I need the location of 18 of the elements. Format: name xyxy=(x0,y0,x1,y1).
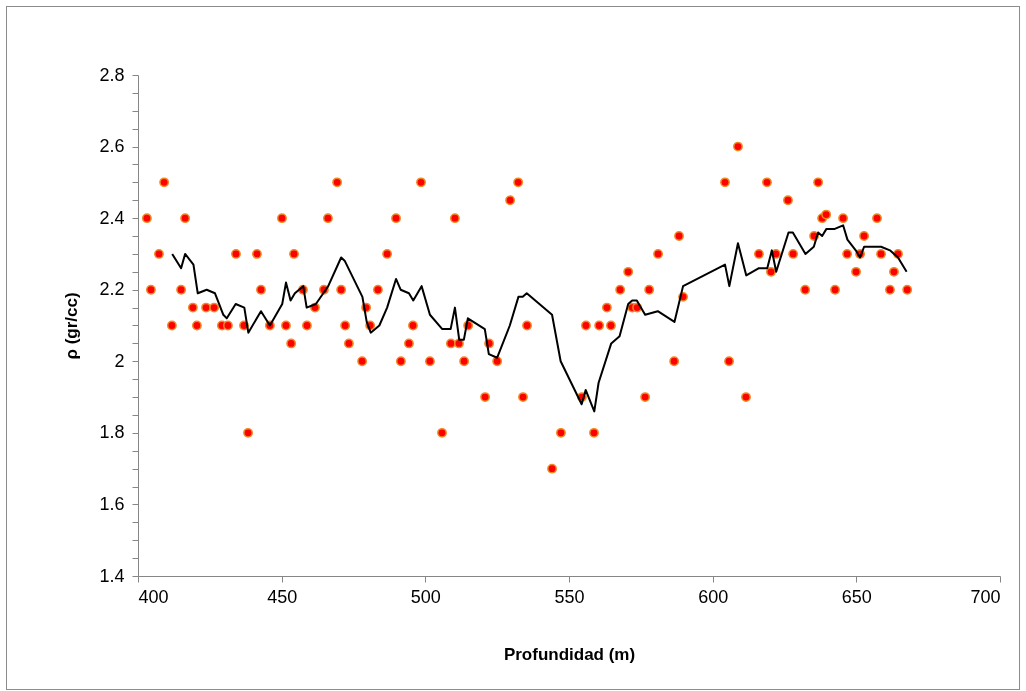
y-tick-label: 2.6 xyxy=(99,136,125,157)
x-tick-label: 400 xyxy=(138,586,169,607)
y-tick-label: 1.8 xyxy=(99,422,125,443)
y-axis-title: ρ (gr/cc) xyxy=(62,292,82,360)
x-tick-label: 700 xyxy=(970,586,1001,607)
y-tick-label: 1.4 xyxy=(99,565,125,586)
x-axis-title: Profundidad (m) xyxy=(503,644,636,664)
x-tick-label: 550 xyxy=(554,586,585,607)
y-tick-label: 2.8 xyxy=(99,64,125,85)
x-tick-label: 600 xyxy=(698,586,729,607)
y-tick-label: 1.6 xyxy=(99,493,125,514)
y-tick-label: 2.2 xyxy=(99,279,125,300)
y-tick-label: 2.4 xyxy=(99,207,125,228)
x-tick-label: 450 xyxy=(267,586,298,607)
x-tick-label: 650 xyxy=(841,586,872,607)
line-series xyxy=(171,224,908,413)
y-tick-label: 2 xyxy=(114,350,125,371)
x-tick-label: 500 xyxy=(410,586,441,607)
